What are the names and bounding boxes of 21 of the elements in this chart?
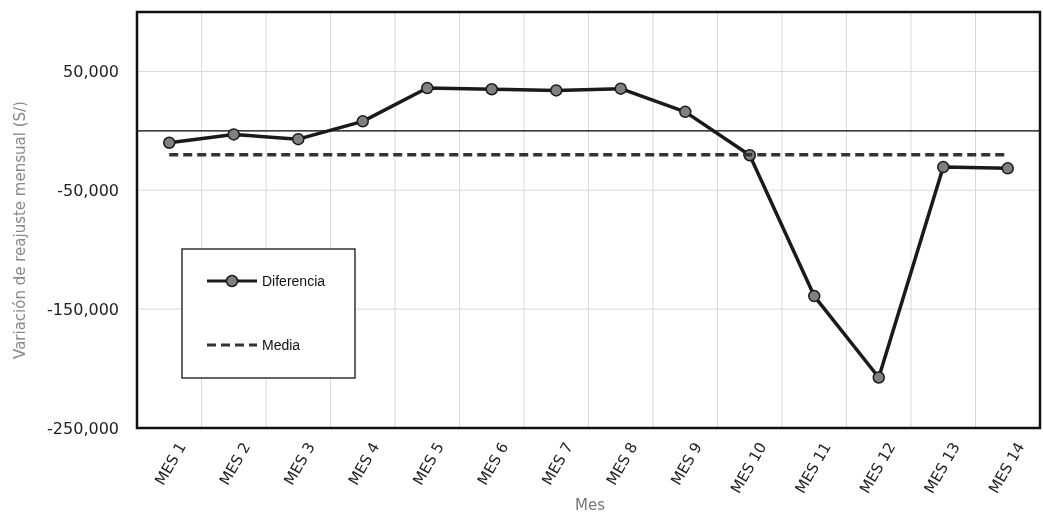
- point: [679, 105, 692, 119]
- y-tick-label: 50,000: [63, 62, 119, 82]
- y-tick-label: -50,000: [57, 180, 119, 200]
- point: [808, 289, 821, 303]
- point: [227, 128, 240, 141]
- point: [292, 132, 305, 146]
- point: [163, 136, 176, 149]
- legend-label: Media: [262, 336, 301, 353]
- y-axis-title: Variación de reajuste mensual (S/): [11, 101, 29, 359]
- x-axis-title: Mes: [575, 496, 606, 514]
- y-tick-label: -250,000: [47, 418, 119, 438]
- point: [937, 160, 950, 174]
- y-tick-label: -150,000: [47, 299, 119, 319]
- point: [421, 81, 434, 95]
- point: [550, 84, 563, 97]
- point: [1001, 162, 1014, 175]
- point: [872, 371, 885, 384]
- point: [614, 82, 627, 95]
- point: [356, 115, 369, 128]
- legend-label: Diferencia: [262, 272, 326, 289]
- point: [485, 83, 498, 96]
